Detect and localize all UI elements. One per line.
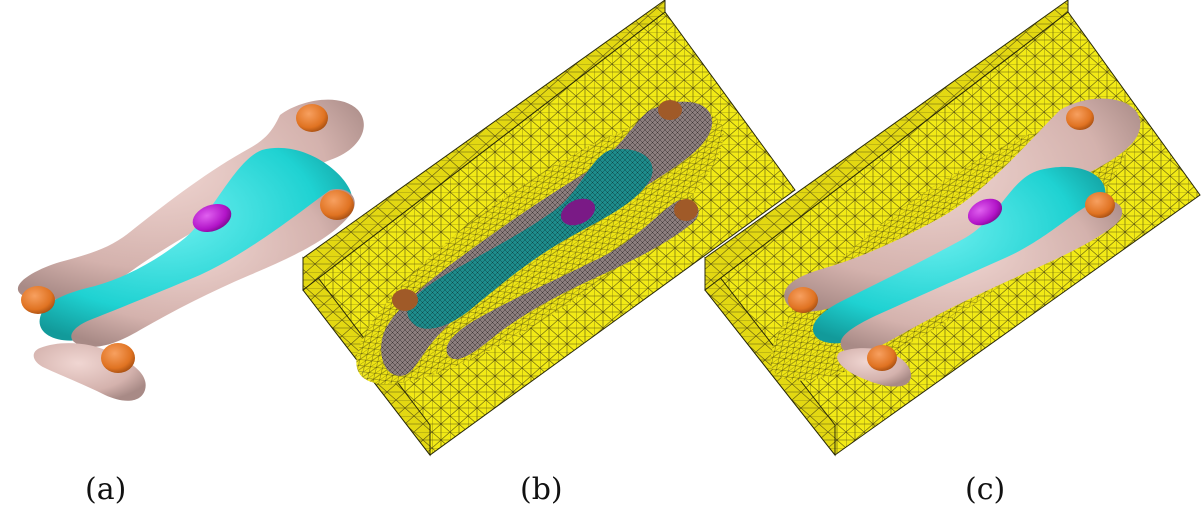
panel-b-magenta-site	[560, 198, 596, 226]
caption-b: (b)	[520, 472, 563, 507]
panel-c-cyan-band	[812, 166, 1106, 344]
panel-a-molecule	[17, 99, 364, 401]
panel-c-shell-upper	[784, 98, 1141, 312]
panel-b-cyan	[407, 149, 653, 329]
panel-a-orange-bottom	[101, 343, 135, 373]
panel-a-cyan-band	[39, 147, 352, 341]
panel-b-orange-left	[392, 289, 418, 311]
panel-b-mesh	[302, 0, 796, 457]
caption-a: (a)	[85, 472, 127, 507]
panel-c-box-top	[704, 0, 1069, 292]
panel-b-box-top	[302, 0, 666, 292]
panel-c-orange-bottom	[867, 345, 897, 371]
panel-c-orange-left	[788, 287, 818, 313]
panel-a-magenta-site	[192, 203, 232, 233]
panel-a-orange-right	[320, 190, 354, 220]
panel-c-embedded	[704, 0, 1201, 457]
panel-c-magenta-site	[967, 198, 1003, 226]
panel-b-shell-lower	[446, 199, 699, 360]
panel-a-shell-lower	[71, 189, 355, 347]
panel-c-orange-right	[1085, 192, 1115, 218]
caption-c: (c)	[965, 472, 1006, 507]
panel-b-orange-top	[658, 100, 682, 120]
panel-c-orange-top	[1066, 106, 1094, 130]
panel-c-shell-lower	[840, 199, 1123, 353]
panel-a-orange-top	[296, 104, 328, 132]
panel-a-orange-left	[21, 286, 55, 314]
panel-b-orange-right	[674, 199, 698, 221]
